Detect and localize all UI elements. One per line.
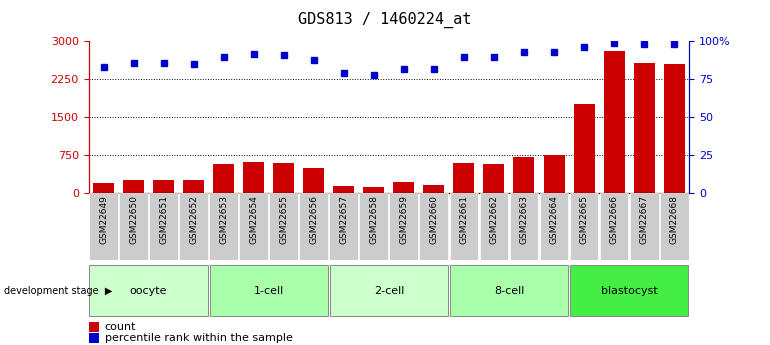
Bar — [454, 163, 474, 193]
Text: oocyte: oocyte — [130, 286, 167, 296]
Bar — [209, 265, 328, 316]
Bar — [330, 265, 448, 316]
Bar — [179, 193, 208, 260]
Text: 2-cell: 2-cell — [373, 286, 404, 296]
Bar — [660, 193, 688, 260]
Text: blastocyst: blastocyst — [601, 286, 658, 296]
Bar — [574, 104, 594, 193]
Text: GSM22652: GSM22652 — [189, 195, 198, 244]
Bar — [634, 63, 654, 193]
Text: GSM22668: GSM22668 — [670, 195, 678, 244]
Text: GSM22658: GSM22658 — [370, 195, 378, 244]
Text: 1-cell: 1-cell — [253, 286, 284, 296]
Bar — [93, 183, 114, 193]
Bar — [600, 193, 628, 260]
Bar — [630, 193, 658, 260]
Bar — [664, 64, 685, 193]
Bar — [484, 164, 504, 193]
Bar — [123, 180, 144, 193]
Bar — [510, 193, 538, 260]
Text: GDS813 / 1460224_at: GDS813 / 1460224_at — [298, 12, 472, 28]
Bar — [213, 164, 234, 193]
Bar — [360, 193, 388, 260]
Bar — [450, 193, 478, 260]
Text: GSM22666: GSM22666 — [610, 195, 618, 244]
Bar — [544, 155, 564, 193]
Text: GSM22653: GSM22653 — [219, 195, 228, 244]
Bar — [604, 50, 624, 193]
Bar — [390, 193, 418, 260]
Text: GSM22664: GSM22664 — [550, 195, 558, 244]
Text: percentile rank within the sample: percentile rank within the sample — [105, 333, 293, 343]
Bar — [514, 157, 534, 193]
Bar — [570, 193, 598, 260]
Text: GSM22657: GSM22657 — [340, 195, 348, 244]
Bar — [153, 180, 174, 193]
Text: GSM22662: GSM22662 — [490, 195, 498, 244]
Bar — [300, 193, 328, 260]
Bar — [273, 163, 294, 193]
Bar — [540, 193, 568, 260]
Bar — [149, 193, 178, 260]
Text: GSM22650: GSM22650 — [129, 195, 138, 244]
Bar — [330, 193, 358, 260]
Bar — [363, 187, 384, 193]
Text: GSM22661: GSM22661 — [460, 195, 468, 244]
Text: 8-cell: 8-cell — [494, 286, 524, 296]
Bar — [424, 185, 444, 193]
Bar — [239, 193, 268, 260]
Bar — [270, 193, 298, 260]
Text: development stage  ▶: development stage ▶ — [4, 286, 112, 296]
Text: GSM22663: GSM22663 — [520, 195, 528, 244]
Bar — [243, 162, 264, 193]
Text: GSM22654: GSM22654 — [249, 195, 258, 244]
Bar — [209, 193, 238, 260]
Text: GSM22660: GSM22660 — [430, 195, 438, 244]
Text: GSM22667: GSM22667 — [640, 195, 648, 244]
Text: GSM22649: GSM22649 — [99, 195, 108, 244]
Bar — [303, 168, 324, 193]
Bar — [119, 193, 148, 260]
Text: GSM22651: GSM22651 — [159, 195, 168, 244]
Bar — [393, 182, 414, 193]
Text: GSM22655: GSM22655 — [280, 195, 288, 244]
Text: GSM22656: GSM22656 — [310, 195, 318, 244]
Bar — [480, 193, 508, 260]
Bar — [450, 265, 568, 316]
Bar — [333, 186, 354, 193]
Text: GSM22659: GSM22659 — [400, 195, 408, 244]
Bar — [89, 265, 208, 316]
Text: count: count — [105, 322, 136, 332]
Text: GSM22665: GSM22665 — [580, 195, 588, 244]
Bar — [570, 265, 688, 316]
Bar — [89, 193, 118, 260]
Bar — [183, 180, 204, 193]
Bar — [420, 193, 448, 260]
